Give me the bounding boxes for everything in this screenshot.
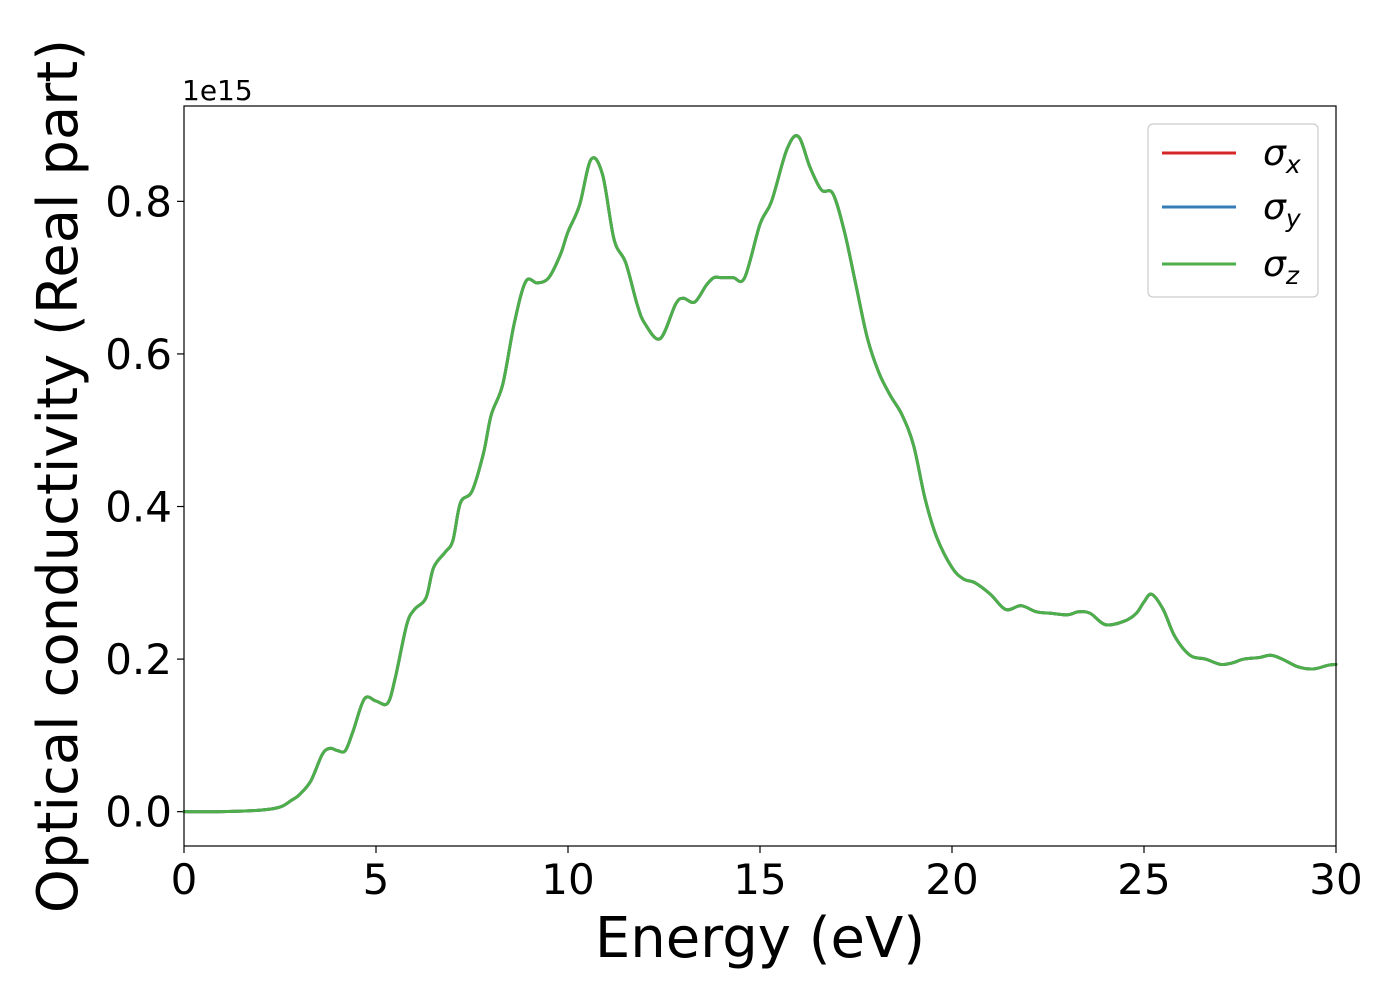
legend-label-y: σy	[1263, 187, 1302, 233]
x-tick-label: 30	[1309, 855, 1362, 904]
legend: σx σy σz	[1147, 123, 1319, 298]
x-tick-label: 5	[363, 855, 390, 904]
x-tick-label: 15	[733, 855, 786, 904]
y-tick-label: 0.2	[105, 635, 172, 684]
y-tick-label: 0.4	[105, 483, 172, 532]
y-tick-label: 0.6	[105, 330, 172, 379]
y-tick-label: 0.0	[105, 788, 172, 837]
y-axis-label: Optical conductivity (Real part)	[26, 39, 91, 913]
x-tick-label: 20	[925, 855, 978, 904]
series-line-z	[182, 134, 1338, 814]
ticks-layer: 0 5 10 15 20 25 30 0.0 0.2 0.4 0.6 0.8	[105, 177, 1363, 904]
x-tick-label: 25	[1117, 855, 1170, 904]
legend-box	[1147, 123, 1319, 298]
x-tick-label: 10	[541, 855, 594, 904]
y-offset-label: 1e15	[182, 74, 253, 107]
plot-frame	[183, 105, 1337, 847]
legend-label-z: σz	[1263, 244, 1300, 290]
series-lines	[182, 134, 1338, 814]
y-tick-label: 0.8	[105, 177, 172, 226]
x-axis-label: Energy (eV)	[595, 906, 925, 971]
x-tick-label: 0	[171, 855, 198, 904]
legend-label-x: σx	[1263, 133, 1301, 179]
